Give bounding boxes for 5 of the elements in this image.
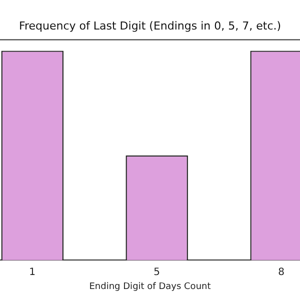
x-tick-label: 5 xyxy=(154,266,160,278)
x-tick-label: 8 xyxy=(278,266,285,278)
chart-title: Frequency of Last Digit (Endings in 0, 5, 7, etc.) xyxy=(18,19,282,32)
x-axis-title: Ending Digit of Days Count xyxy=(89,282,212,292)
x-tick-label: 1 xyxy=(29,266,36,278)
